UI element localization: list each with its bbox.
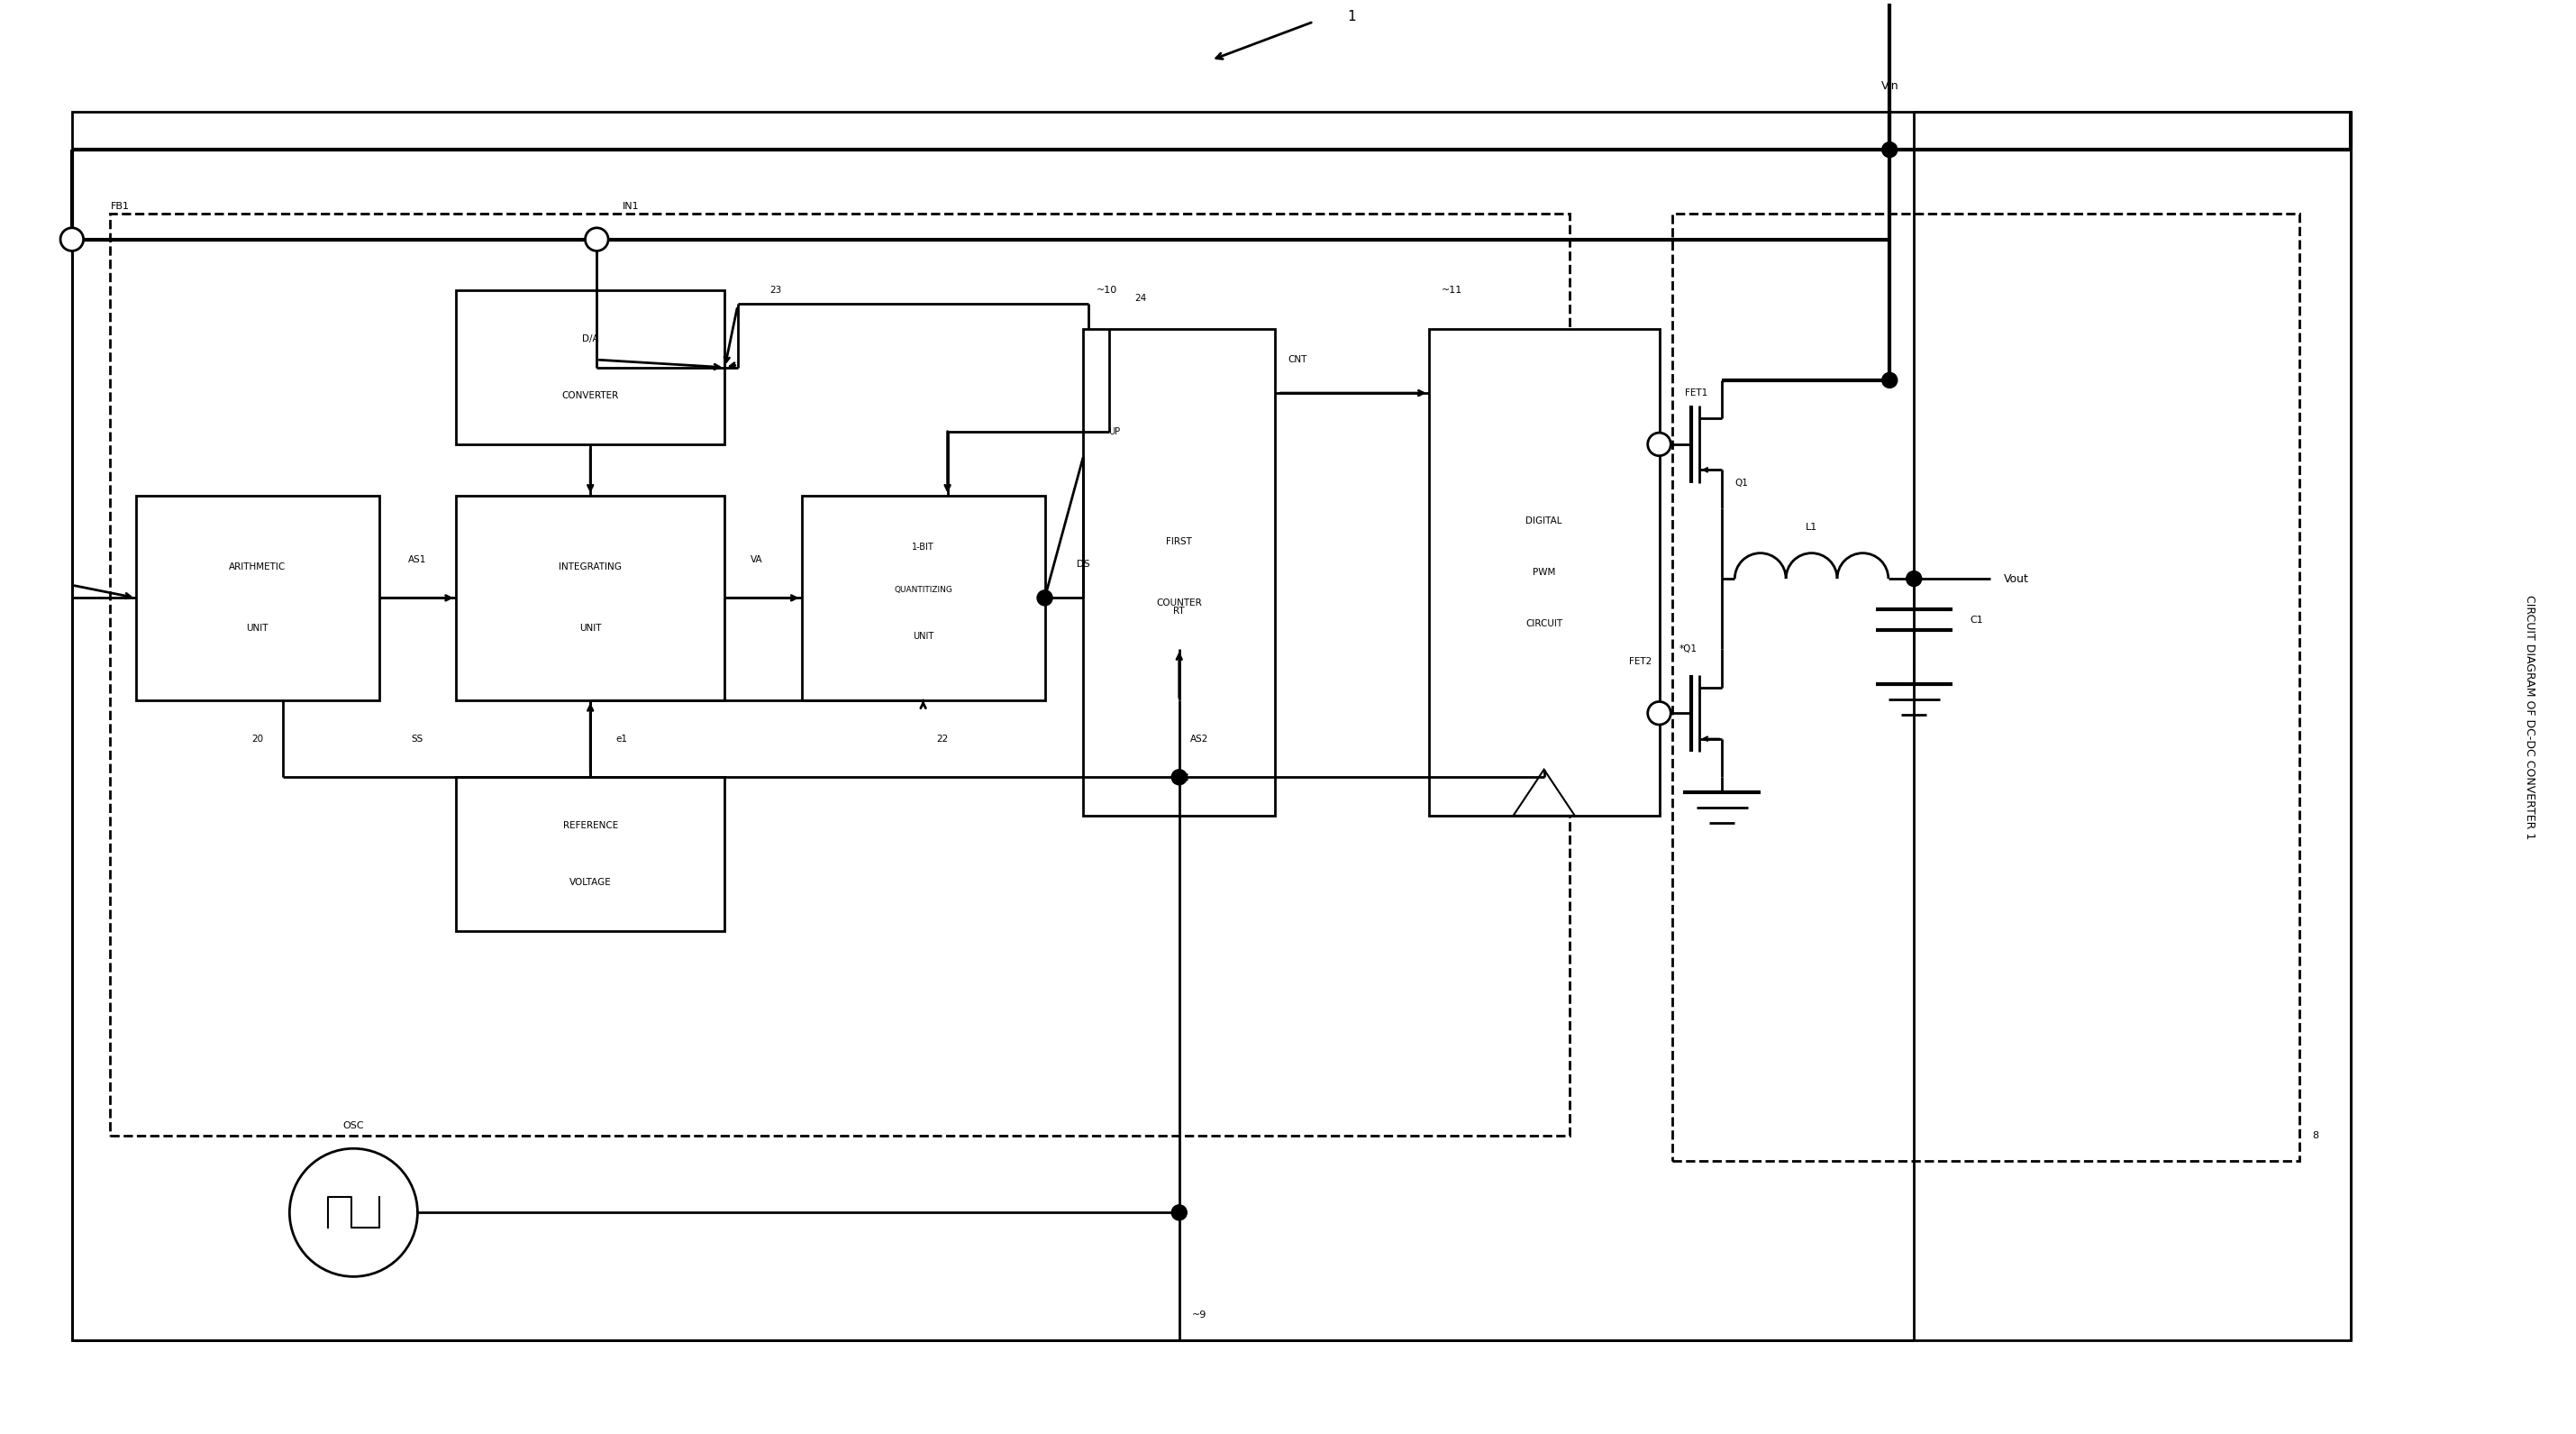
Text: Vout: Vout [2004,572,2030,585]
Text: ~9: ~9 [1193,1311,1206,1319]
Text: RT: RT [1175,607,1185,615]
Bar [801,496,1046,700]
Text: CIRCUIT: CIRCUIT [1525,619,1564,628]
Bar [1430,328,1659,816]
Text: FIRST: FIRST [1167,538,1193,546]
Text: 20: 20 [252,734,263,743]
Text: INTEGRATING: INTEGRATING [559,562,621,572]
Text: VOLTAGE: VOLTAGE [569,878,611,886]
Text: UNIT: UNIT [912,632,933,641]
Text: Q1: Q1 [1734,478,1749,488]
Text: UNIT: UNIT [580,624,600,634]
Text: D/A: D/A [582,334,598,344]
Bar [111,214,1569,1136]
Text: DIGITAL: DIGITAL [1525,516,1561,526]
Text: 1: 1 [1347,10,1358,23]
Bar [456,496,724,700]
Text: 8: 8 [2313,1131,2318,1140]
Text: ~11: ~11 [1443,287,1463,295]
Circle shape [1883,142,1899,158]
Bar [137,496,379,700]
Text: SS: SS [412,734,422,743]
Text: 23: 23 [770,287,783,295]
Text: ~10: ~10 [1095,287,1118,295]
Circle shape [289,1149,417,1276]
Text: REFERENCE: REFERENCE [562,822,618,830]
Text: UP: UP [1108,427,1121,436]
Circle shape [1883,373,1899,389]
Bar [72,112,2349,1341]
Circle shape [585,228,608,251]
Text: FET1: FET1 [1685,389,1708,397]
Text: e1: e1 [616,734,629,743]
Text: PWM: PWM [1533,568,1556,576]
Text: UNIT: UNIT [247,624,268,634]
Bar [456,291,724,445]
Bar [456,777,724,931]
Text: 24: 24 [1133,294,1146,303]
Text: ARITHMETIC: ARITHMETIC [229,562,286,572]
Text: CONVERTER: CONVERTER [562,391,618,400]
Circle shape [1906,571,1922,587]
Text: CNT: CNT [1288,356,1306,364]
Text: Vin: Vin [1880,80,1899,92]
Text: 1-BIT: 1-BIT [912,542,935,551]
Text: 22: 22 [935,734,948,743]
Circle shape [1649,701,1672,724]
Circle shape [59,228,82,251]
Text: CIRCUIT DIAGRAM OF DC-DC CONVERTER 1: CIRCUIT DIAGRAM OF DC-DC CONVERTER 1 [2524,595,2535,839]
Text: *Q1: *Q1 [1680,645,1698,654]
Circle shape [1172,770,1188,784]
Text: DS: DS [1077,561,1090,569]
Text: AS1: AS1 [410,555,428,564]
Text: AS2: AS2 [1190,734,1208,743]
Text: QUANTITIZING: QUANTITIZING [894,587,953,594]
Circle shape [1172,1205,1188,1220]
Circle shape [1649,433,1672,456]
Text: FB1: FB1 [111,202,129,211]
Bar [1672,214,2300,1162]
Text: IN1: IN1 [623,202,639,211]
Text: VA: VA [750,555,762,564]
Circle shape [1038,591,1054,605]
Text: C1: C1 [1971,615,1984,624]
Bar [1082,328,1275,816]
Text: L1: L1 [1806,523,1819,532]
Text: COUNTER: COUNTER [1157,598,1203,608]
Text: FET2: FET2 [1628,657,1651,667]
Text: OSC: OSC [343,1121,363,1130]
